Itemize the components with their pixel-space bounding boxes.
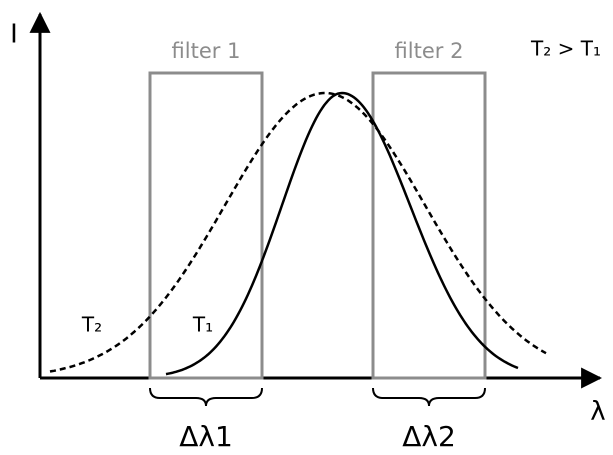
curve-t2 bbox=[49, 91, 547, 373]
curve-label: T₂ bbox=[81, 313, 102, 337]
filter-box bbox=[371, 71, 487, 380]
filter-label: filter 2 bbox=[395, 39, 464, 63]
filter-label: filter 1 bbox=[172, 39, 241, 63]
filter-box bbox=[148, 71, 264, 380]
x-axis-label: λ bbox=[590, 397, 605, 427]
band-label: Δλ1 bbox=[179, 420, 233, 453]
curve-t1 bbox=[165, 91, 519, 376]
curve-label: T₁ bbox=[192, 313, 213, 337]
y-axis-label: I bbox=[10, 20, 18, 50]
brace bbox=[372, 387, 486, 407]
relation-label: T₂ > T₁ bbox=[530, 37, 601, 61]
brace bbox=[149, 387, 263, 407]
band-label: Δλ2 bbox=[402, 420, 456, 453]
